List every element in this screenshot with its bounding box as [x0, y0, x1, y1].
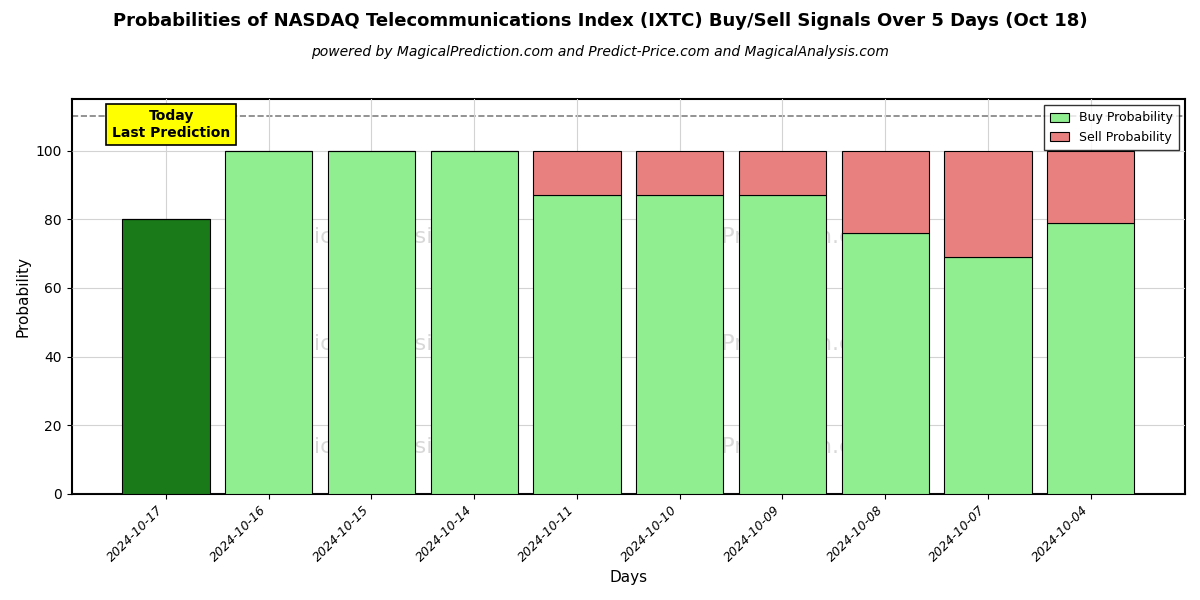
Text: MagicalPrediction.com: MagicalPrediction.com: [637, 334, 887, 354]
Bar: [636, 151, 724, 195]
Text: MagicalAnalysis.com: MagicalAnalysis.com: [268, 437, 499, 457]
Bar: [636, 195, 724, 494]
Legend: Buy Probability, Sell Probability: Buy Probability, Sell Probability: [1044, 105, 1178, 150]
Bar: [431, 151, 518, 494]
Bar: [739, 195, 826, 494]
Text: Probabilities of NASDAQ Telecommunications Index (IXTC) Buy/Sell Signals Over 5 : Probabilities of NASDAQ Telecommunicatio…: [113, 12, 1087, 30]
Bar: [739, 151, 826, 195]
Bar: [1048, 151, 1134, 223]
Text: MagicalAnalysis.com: MagicalAnalysis.com: [268, 227, 499, 247]
Bar: [328, 151, 415, 494]
Bar: [841, 233, 929, 494]
Text: powered by MagicalPrediction.com and Predict-Price.com and MagicalAnalysis.com: powered by MagicalPrediction.com and Pre…: [311, 45, 889, 59]
Text: MagicalAnalysis.com: MagicalAnalysis.com: [268, 334, 499, 354]
Bar: [533, 151, 620, 195]
Bar: [841, 151, 929, 233]
Y-axis label: Probability: Probability: [16, 256, 30, 337]
Text: MagicalPrediction.com: MagicalPrediction.com: [637, 437, 887, 457]
Text: Today
Last Prediction: Today Last Prediction: [112, 109, 230, 140]
Bar: [533, 195, 620, 494]
Bar: [944, 151, 1032, 257]
Bar: [944, 257, 1032, 494]
Text: MagicalPrediction.com: MagicalPrediction.com: [637, 227, 887, 247]
X-axis label: Days: Days: [610, 570, 647, 585]
Bar: [1048, 223, 1134, 494]
Bar: [226, 151, 312, 494]
Bar: [122, 219, 210, 494]
